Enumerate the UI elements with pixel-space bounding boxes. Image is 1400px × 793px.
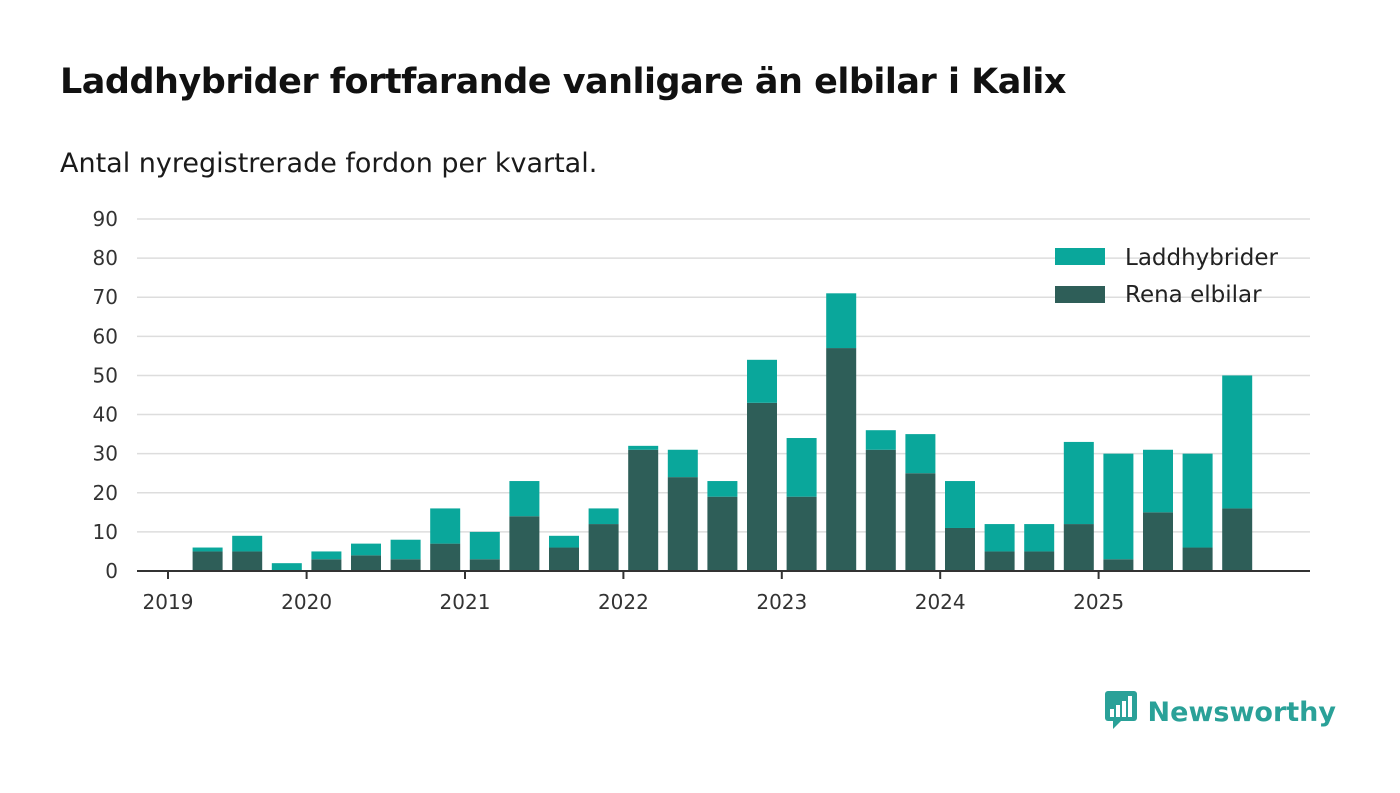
- bar-rena-elbilar: [311, 559, 342, 571]
- bar-rena-elbilar: [390, 559, 421, 571]
- bar-rena-elbilar: [1063, 524, 1094, 571]
- bar-laddhybrider: [1222, 375, 1253, 509]
- bar-laddhybrider: [1024, 524, 1055, 552]
- y-axis: 0 10 20 30 40 50 60 70 80 90: [93, 207, 118, 583]
- bar-rena-elbilar: [192, 551, 223, 571]
- bar-laddhybrider: [311, 551, 342, 560]
- y-tick-label: 70: [93, 285, 118, 309]
- bar-rena-elbilar: [707, 496, 738, 571]
- y-tick-label: 80: [93, 246, 118, 270]
- bar-laddhybrider: [1103, 453, 1134, 560]
- bar-rena-elbilar: [747, 402, 777, 571]
- bar-laddhybrider: [390, 539, 421, 560]
- bar-laddhybrider: [865, 430, 896, 450]
- bar-laddhybrider: [430, 508, 461, 544]
- bar-rena-elbilar: [509, 516, 540, 571]
- y-tick-label: 10: [93, 520, 118, 544]
- bar-laddhybrider: [826, 293, 857, 349]
- bar-laddhybrider: [984, 524, 1015, 552]
- bar-laddhybrider: [232, 535, 263, 552]
- legend-label-rena-elbilar: Rena elbilar: [1125, 282, 1262, 308]
- bar-laddhybrider: [707, 481, 738, 497]
- bar-laddhybrider: [588, 508, 619, 525]
- newsworthy-logo-text: Newsworthy: [1147, 696, 1336, 728]
- bar-rena-elbilar: [984, 551, 1015, 571]
- legend-swatch-laddhybrider: [1055, 248, 1105, 265]
- legend: Laddhybrider Rena elbilar: [1055, 245, 1278, 308]
- bar-laddhybrider: [549, 535, 579, 548]
- bar-rena-elbilar: [667, 477, 698, 571]
- bar-rena-elbilar: [905, 473, 936, 571]
- bar-rena-elbilar: [549, 547, 579, 571]
- bar-rena-elbilar: [1182, 547, 1213, 571]
- legend-swatch-rena-elbilar: [1055, 286, 1105, 303]
- gridlines: [137, 218, 1310, 533]
- stacked-bar-chart: 0 10 20 30 40 50 60 70 80 90 2019 2020 2021 2022 2023…: [93, 207, 1310, 614]
- bar-laddhybrider: [628, 445, 659, 450]
- bar-laddhybrider: [351, 543, 381, 556]
- y-tick-label: 20: [93, 481, 118, 505]
- bar-laddhybrider: [509, 481, 540, 517]
- bar-laddhybrider: [192, 547, 223, 552]
- bar-laddhybrider: [1143, 449, 1173, 513]
- bar-laddhybrider: [667, 449, 698, 478]
- bar-laddhybrider: [1182, 453, 1213, 548]
- bar-rena-elbilar: [1222, 508, 1253, 571]
- bar-rena-elbilar: [1024, 551, 1055, 571]
- bar-rena-elbilar: [826, 348, 857, 571]
- bar-rena-elbilar: [865, 449, 896, 571]
- bar-rena-elbilar: [430, 543, 461, 571]
- x-tick-label: 2021: [440, 590, 491, 614]
- y-tick-label: 50: [93, 363, 118, 387]
- y-tick-label: 90: [93, 207, 118, 231]
- chart-title: Laddhybrider fortfarande vanligare än el…: [60, 62, 1066, 102]
- bar-laddhybrider: [271, 563, 302, 571]
- newsworthy-logo: Newsworthy: [1104, 690, 1336, 734]
- y-tick-label: 60: [93, 324, 118, 348]
- legend-label-laddhybrider: Laddhybrider: [1125, 245, 1278, 271]
- bar-laddhybrider: [786, 438, 817, 497]
- bar-rena-elbilar: [628, 449, 659, 571]
- bar-rena-elbilar: [1103, 559, 1134, 571]
- x-axis: 2019 2020 2021 2022 2023 2024 2025: [137, 570, 1310, 614]
- x-tick-label: 2022: [598, 590, 649, 614]
- bar-rena-elbilar: [1143, 512, 1173, 571]
- y-tick-label: 0: [105, 559, 118, 583]
- x-tick-label: 2023: [756, 590, 807, 614]
- bar-rena-elbilar: [469, 559, 500, 571]
- bar-laddhybrider: [747, 359, 777, 403]
- bar-rena-elbilar: [786, 496, 817, 571]
- bars: [192, 293, 1253, 571]
- bar-rena-elbilar: [351, 555, 381, 571]
- x-tick-label: 2024: [915, 590, 966, 614]
- y-tick-label: 30: [93, 442, 118, 466]
- chart-subtitle: Antal nyregistrerade fordon per kvartal.: [60, 148, 598, 179]
- bar-laddhybrider: [469, 531, 500, 560]
- x-tick-label: 2025: [1073, 590, 1124, 614]
- bar-rena-elbilar: [945, 527, 975, 571]
- bar-laddhybrider: [1063, 441, 1094, 525]
- bar-laddhybrider: [945, 481, 975, 528]
- bar-rena-elbilar: [232, 551, 263, 571]
- newsworthy-logo-icon: [1104, 690, 1138, 734]
- x-tick-label: 2020: [281, 590, 332, 614]
- x-tick-label: 2019: [143, 590, 194, 614]
- bar-rena-elbilar: [588, 524, 619, 571]
- y-tick-label: 40: [93, 403, 118, 427]
- bar-laddhybrider: [905, 434, 936, 474]
